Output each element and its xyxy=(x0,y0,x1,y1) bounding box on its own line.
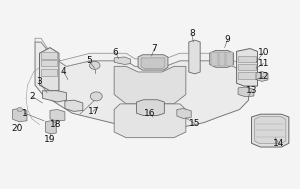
Polygon shape xyxy=(256,72,268,81)
Text: 3: 3 xyxy=(36,77,42,86)
Text: 6: 6 xyxy=(113,48,118,57)
Polygon shape xyxy=(65,100,83,111)
Text: 15: 15 xyxy=(189,119,200,128)
Text: 19: 19 xyxy=(44,135,56,144)
Polygon shape xyxy=(189,40,200,74)
Polygon shape xyxy=(50,109,65,121)
Polygon shape xyxy=(141,58,165,69)
Polygon shape xyxy=(238,64,256,70)
Text: 16: 16 xyxy=(144,109,156,118)
Polygon shape xyxy=(238,56,256,62)
Polygon shape xyxy=(46,121,56,134)
Polygon shape xyxy=(136,100,164,115)
Polygon shape xyxy=(13,108,27,122)
Text: 13: 13 xyxy=(246,86,257,95)
Polygon shape xyxy=(114,57,130,64)
Text: 2: 2 xyxy=(29,92,35,101)
Text: 14: 14 xyxy=(273,139,284,148)
Polygon shape xyxy=(238,87,254,97)
Text: 20: 20 xyxy=(11,124,23,133)
Polygon shape xyxy=(35,38,257,76)
Text: 9: 9 xyxy=(225,35,230,44)
Polygon shape xyxy=(211,52,218,66)
Polygon shape xyxy=(43,91,66,102)
Polygon shape xyxy=(226,52,233,66)
Polygon shape xyxy=(114,66,186,104)
Text: 1: 1 xyxy=(22,109,28,118)
Polygon shape xyxy=(138,55,168,70)
Text: 5: 5 xyxy=(86,56,92,65)
Text: 7: 7 xyxy=(152,44,158,53)
Ellipse shape xyxy=(17,107,22,112)
Polygon shape xyxy=(251,114,289,147)
Ellipse shape xyxy=(89,61,100,69)
Polygon shape xyxy=(237,49,257,86)
Text: 10: 10 xyxy=(258,48,269,57)
Text: 8: 8 xyxy=(189,29,195,38)
Text: 17: 17 xyxy=(88,107,99,116)
Polygon shape xyxy=(177,108,191,119)
Polygon shape xyxy=(41,52,57,59)
Text: 18: 18 xyxy=(50,120,62,129)
Polygon shape xyxy=(238,72,256,79)
Polygon shape xyxy=(35,42,248,126)
Polygon shape xyxy=(41,60,57,66)
Polygon shape xyxy=(219,52,225,66)
Text: 11: 11 xyxy=(258,59,269,68)
Polygon shape xyxy=(40,48,59,91)
Text: 4: 4 xyxy=(61,67,66,76)
Ellipse shape xyxy=(90,92,102,101)
Polygon shape xyxy=(41,69,57,76)
Text: 12: 12 xyxy=(258,72,269,81)
Polygon shape xyxy=(114,104,186,138)
Polygon shape xyxy=(254,117,286,144)
Polygon shape xyxy=(210,50,234,67)
